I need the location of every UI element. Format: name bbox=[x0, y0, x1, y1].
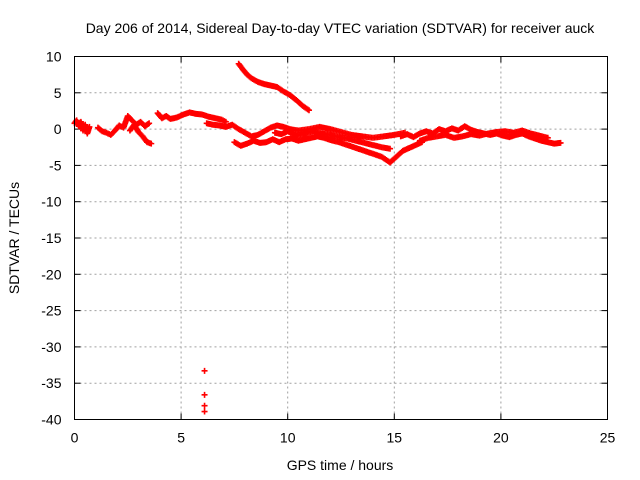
y-tick-label: 10 bbox=[46, 49, 62, 65]
y-tick-label: -25 bbox=[41, 303, 61, 319]
data-point bbox=[544, 134, 551, 141]
x-tick-label: 25 bbox=[600, 430, 616, 446]
y-tick-label: -15 bbox=[41, 230, 61, 246]
data-point bbox=[387, 145, 394, 152]
series-track-7 bbox=[235, 60, 313, 114]
y-tick-label: -10 bbox=[41, 194, 61, 210]
y-tick-label: -5 bbox=[49, 157, 62, 173]
x-tick-label: 5 bbox=[177, 430, 185, 446]
series-track-3 bbox=[126, 121, 155, 147]
grid-lines bbox=[74, 56, 608, 420]
data-point bbox=[201, 408, 208, 415]
y-tick-label: -30 bbox=[41, 339, 61, 355]
series-track-10 bbox=[416, 127, 551, 144]
data-point bbox=[148, 140, 155, 147]
data-point bbox=[146, 120, 153, 127]
y-tick-label: -35 bbox=[41, 375, 61, 391]
x-tick-label: 15 bbox=[387, 430, 403, 446]
data-point bbox=[201, 367, 208, 374]
series-outliers bbox=[201, 367, 208, 415]
tick-labels: 0 5 10 15 20 25 10 5 0 -5 -10 -15 -20 -25 -30 -35 -40 bbox=[41, 49, 615, 446]
x-tick-label: 10 bbox=[280, 430, 296, 446]
y-axis-label: SDTVAR / TECUs bbox=[6, 182, 22, 294]
y-tick-label: -40 bbox=[41, 412, 61, 428]
data-point bbox=[557, 139, 564, 146]
data-point bbox=[201, 402, 208, 409]
series-track-6 bbox=[231, 133, 426, 166]
plot-frame bbox=[74, 56, 608, 420]
series-track-4 bbox=[154, 109, 229, 125]
y-tick-label: 0 bbox=[54, 121, 62, 137]
x-tick-label: 20 bbox=[493, 430, 509, 446]
x-tick-label: 0 bbox=[71, 430, 79, 446]
data-point bbox=[86, 123, 93, 130]
y-tick-label: 5 bbox=[54, 85, 62, 101]
series-track-1 bbox=[71, 117, 93, 137]
series-track-5 bbox=[203, 120, 408, 141]
chart-title: Day 206 of 2014, Sidereal Day-to-day VTE… bbox=[86, 20, 596, 36]
series-track-8 bbox=[271, 128, 394, 152]
x-axis-label: GPS time / hours bbox=[287, 457, 394, 473]
y-tick-label: -20 bbox=[41, 266, 61, 282]
data-points bbox=[71, 60, 564, 415]
data-point bbox=[201, 391, 208, 398]
data-point bbox=[222, 118, 229, 125]
data-point bbox=[306, 107, 313, 114]
